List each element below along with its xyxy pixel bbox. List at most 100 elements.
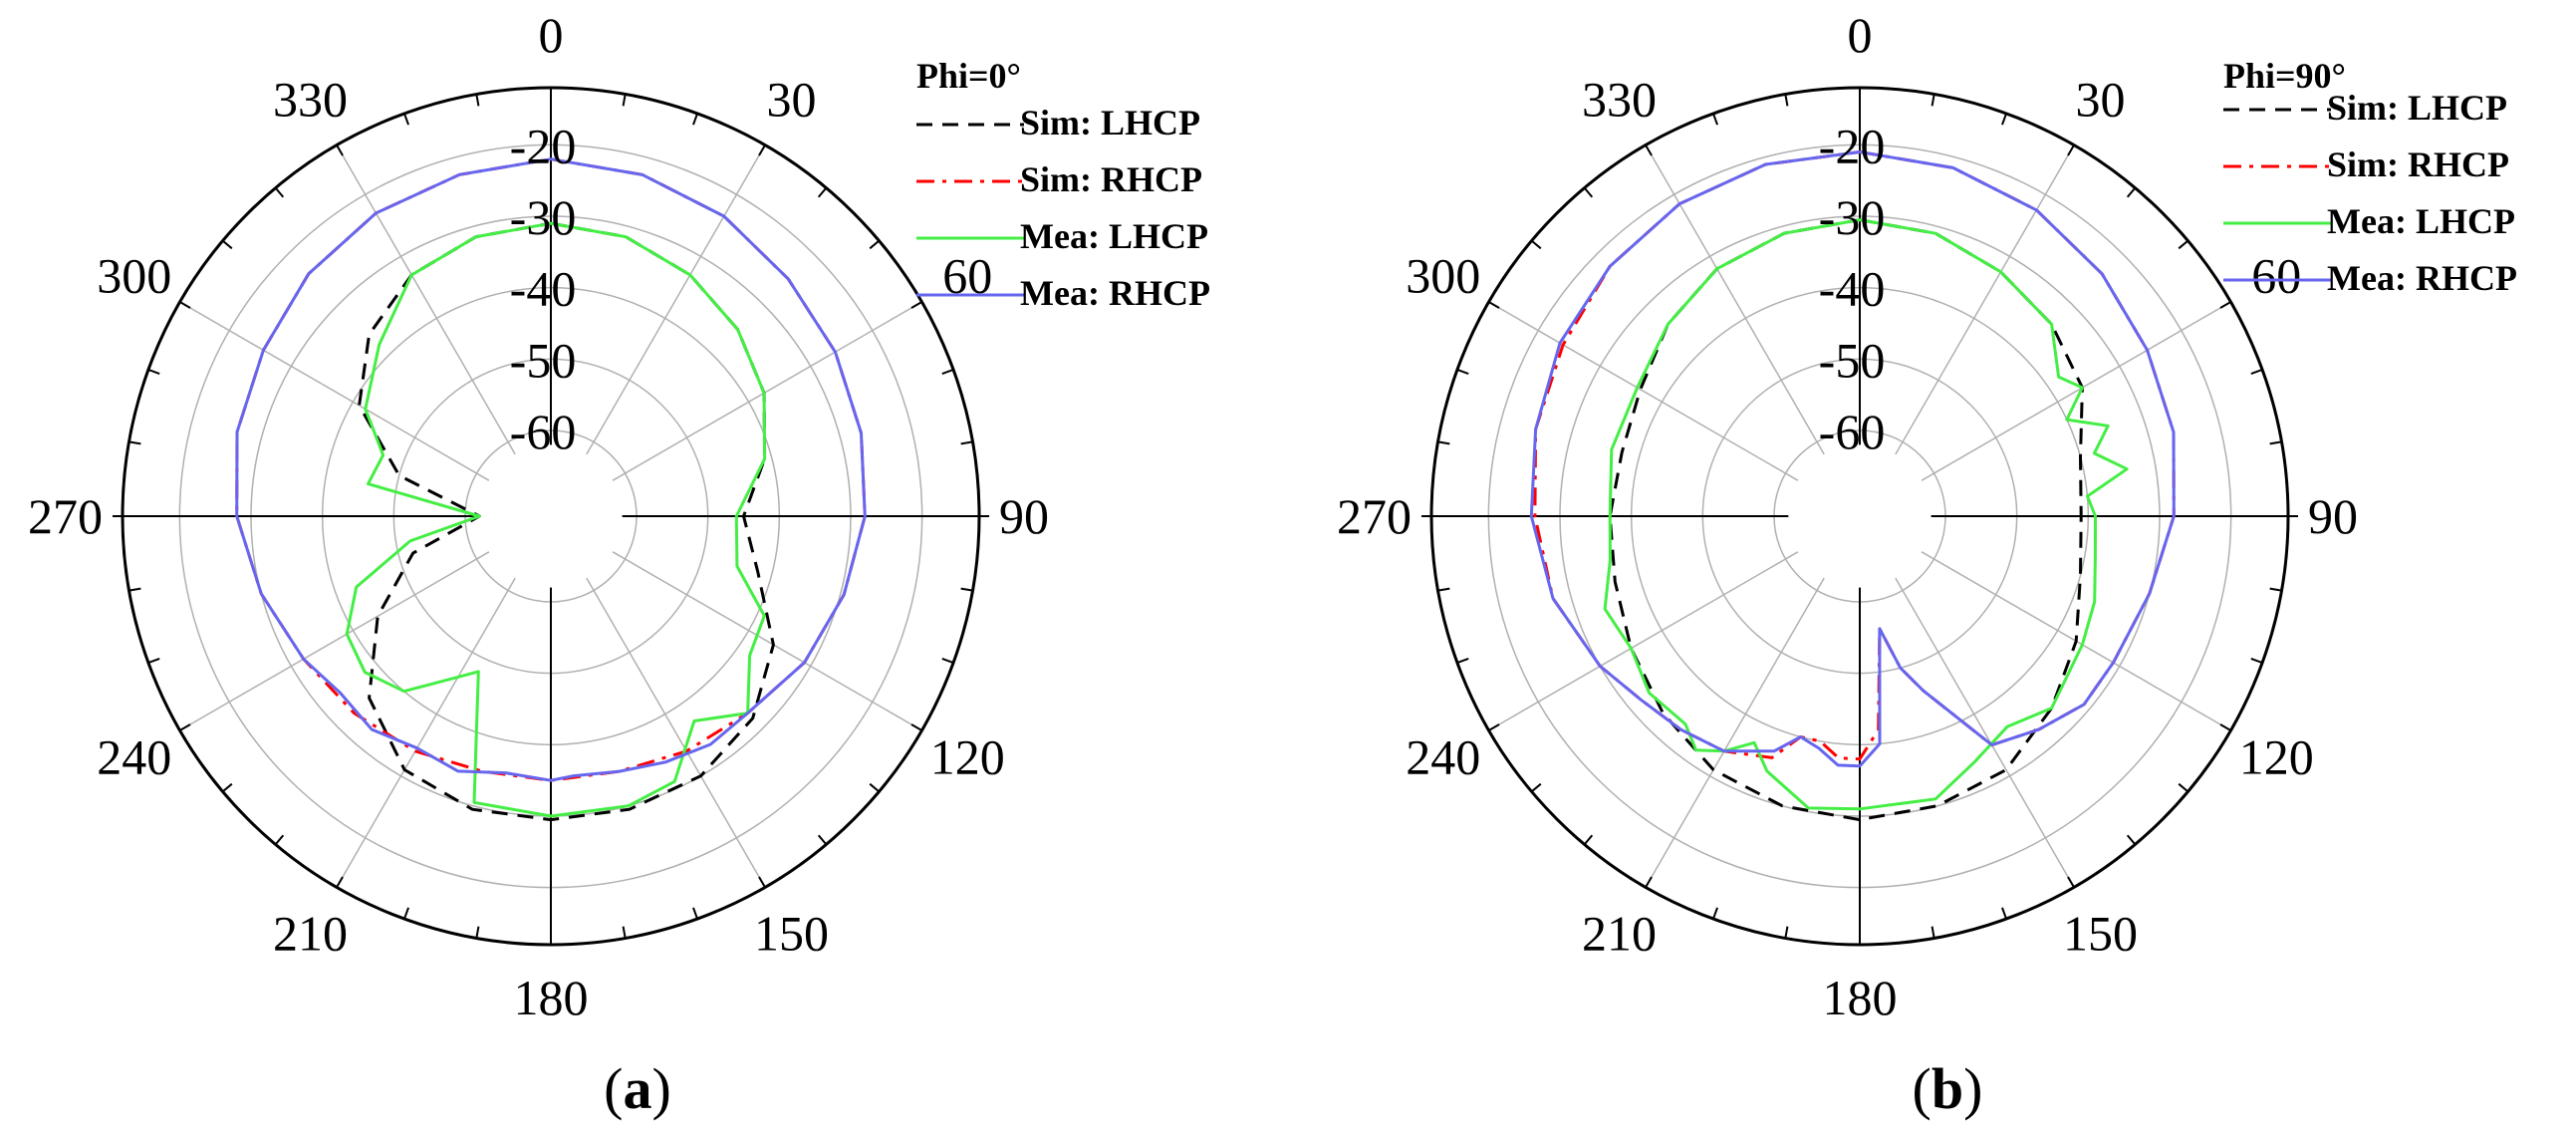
legend-label: Mea: LHCP — [1020, 216, 1208, 256]
ring-tick — [402, 907, 409, 920]
ring-tick — [336, 876, 344, 888]
angle-tick-label: 180 — [1823, 970, 1898, 1025]
ring-tick — [475, 926, 480, 939]
ring-tick — [622, 926, 627, 939]
ring-tick — [129, 440, 141, 445]
ring-tick — [869, 239, 881, 250]
angle-tick-label: 300 — [97, 248, 171, 304]
legend-label: Sim: LHCP — [2327, 88, 2507, 128]
ring-tick — [1530, 782, 1542, 793]
panel-caption: (a) — [604, 1056, 671, 1121]
radial-tick-label: -40 — [510, 261, 577, 317]
ring-tick — [1711, 113, 1718, 126]
ring-tick — [1645, 876, 1653, 888]
grid-spoke — [586, 577, 766, 888]
grid-spoke — [1488, 551, 1799, 731]
angle-tick-label: 30 — [2076, 72, 2126, 128]
ring-tick — [869, 782, 881, 793]
ring-tick — [274, 834, 285, 846]
ring-tick — [817, 834, 828, 846]
grid-spoke — [1645, 144, 1825, 455]
ring-tick — [1530, 239, 1542, 250]
ring-tick — [941, 658, 954, 665]
ring-tick — [622, 94, 627, 107]
angle-tick-label: 330 — [1582, 72, 1657, 128]
ring-tick — [2269, 440, 2282, 445]
ring-tick — [2067, 876, 2075, 888]
ring-tick — [1784, 94, 1789, 107]
ring-tick — [1456, 658, 1469, 665]
angle-tick-label: 90 — [2308, 488, 2358, 544]
series-line-mea-rhcp — [235, 157, 867, 782]
ring-tick — [2178, 239, 2190, 250]
ring-tick — [1931, 926, 1935, 939]
radial-tick-label: -60 — [1819, 404, 1886, 459]
ring-tick — [147, 368, 160, 375]
ring-tick — [402, 113, 409, 126]
angle-tick-label: 30 — [767, 72, 817, 128]
ring-tick — [960, 440, 973, 445]
angle-tick-label: 0 — [539, 7, 564, 63]
angle-tick-label: 240 — [97, 729, 171, 785]
legend: Phi=90°Sim: LHCP Sim: RHCP Mea: LHCP Mea: R… — [2223, 56, 2517, 298]
grid-spoke — [336, 144, 516, 455]
legend-label: Mea: RHCP — [2327, 258, 2517, 298]
polar-chart-a: -20-30-40-50-600306090120150180210240270… — [28, 7, 1210, 1121]
ring-tick — [274, 186, 285, 198]
ring-tick — [179, 723, 191, 731]
ring-tick — [1931, 94, 1935, 107]
ring-tick — [2250, 368, 2263, 375]
ring-tick — [221, 239, 233, 250]
angle-tick-label: 150 — [2063, 905, 2138, 961]
grid-spoke — [612, 551, 922, 731]
radial-tick-label: -40 — [1819, 261, 1886, 317]
ring-tick — [910, 301, 922, 309]
angle-tick-label: 120 — [2239, 729, 2314, 785]
angle-tick-label: 240 — [1406, 729, 1480, 785]
radial-tick-label: -60 — [510, 404, 577, 459]
grid-spoke — [336, 577, 516, 888]
angle-tick-label: 330 — [273, 72, 348, 128]
ring-tick — [692, 907, 699, 920]
angle-tick-label: 270 — [1337, 488, 1412, 544]
ring-tick — [1456, 368, 1469, 375]
ring-tick — [1488, 301, 1500, 309]
ring-tick — [1711, 907, 1718, 920]
ring-tick — [2126, 186, 2137, 198]
grid-spoke — [586, 144, 766, 455]
ring-tick — [336, 144, 344, 156]
ring-tick — [2001, 113, 2008, 126]
ring-tick — [2126, 834, 2137, 846]
radial-tick-label: -20 — [1819, 118, 1886, 173]
angle-tick-label: 270 — [28, 488, 103, 544]
ring-tick — [1437, 440, 1450, 445]
legend: Phi=0° Sim: LHCP Sim: RHCP Mea: LHCP Mea: RH… — [916, 56, 1210, 313]
radial-tick-label: -30 — [1819, 189, 1886, 245]
series-line-mea-lhcp — [345, 221, 767, 818]
ring-tick — [2250, 658, 2263, 665]
ring-tick — [1437, 587, 1450, 592]
ring-tick — [758, 144, 766, 156]
angle-tick-label: 60 — [2251, 248, 2301, 304]
ring-tick — [147, 658, 160, 665]
grid-spoke — [1895, 144, 2075, 455]
grid-spoke — [179, 551, 490, 731]
ring-tick — [221, 782, 233, 793]
ring-tick — [2219, 723, 2231, 731]
legend-title: Phi=0° — [916, 56, 1021, 96]
ring-tick — [1488, 723, 1500, 731]
ring-tick — [1784, 926, 1789, 939]
legend-label: Sim: RHCP — [1020, 159, 1202, 199]
panel-caption: (b) — [1913, 1056, 1983, 1121]
ring-tick — [1583, 186, 1594, 198]
ring-tick — [692, 113, 699, 126]
angle-tick-label: 120 — [930, 729, 1005, 785]
ring-tick — [2178, 782, 2190, 793]
angle-tick-label: 210 — [273, 905, 348, 961]
angle-tick-label: 180 — [514, 970, 589, 1025]
legend-title: Phi=90° — [2223, 56, 2346, 96]
ring-tick — [2269, 587, 2282, 592]
ring-tick — [179, 301, 191, 309]
grid-spoke — [1645, 577, 1825, 888]
